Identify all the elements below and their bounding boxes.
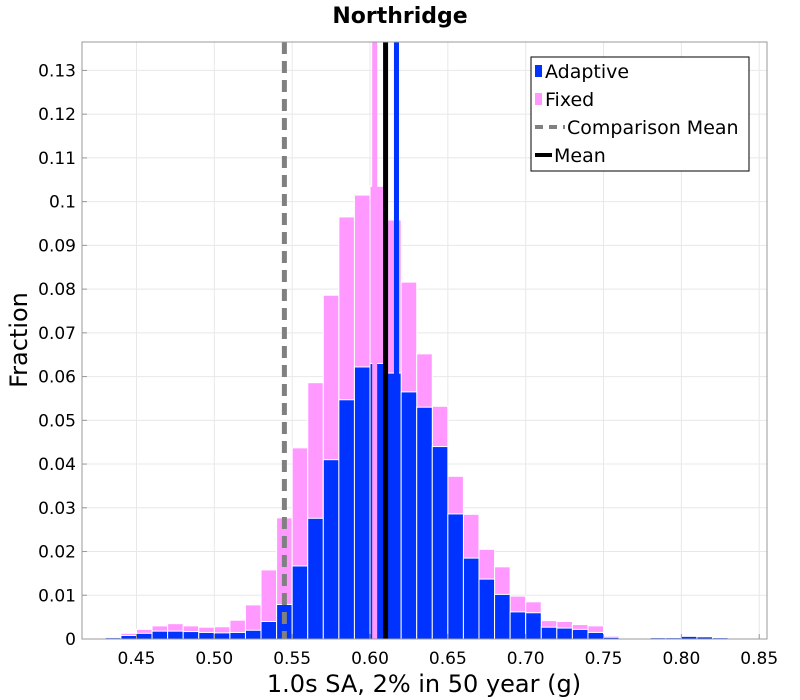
bar-adaptive-31 — [571, 628, 589, 640]
y-tick-label: 0.11 — [38, 149, 76, 169]
x-axis-label: 1.0s SA, 2% in 50 year (g) — [267, 670, 581, 698]
bar-adaptive-24 — [462, 557, 480, 640]
bar-adaptive-14 — [307, 517, 324, 640]
legend-swatch-adaptive — [535, 65, 542, 77]
legend-label-comparison-mean: Comparison Mean — [567, 117, 739, 139]
y-tick-label: 0.02 — [38, 543, 76, 563]
x-axis-ticks: 0.45 0.50 0.55 0.60 0.65 0.70 0.75 0.80 0.85 — [118, 634, 778, 669]
bar-adaptive-21 — [416, 406, 433, 640]
y-tick-label: 0.08 — [38, 280, 76, 300]
bar-adaptive-15 — [322, 459, 340, 640]
y-axis-ticks: 0 0.01 0.02 0.03 0.04 0.05 0.06 0.07 0.08 0.09 0.1… — [38, 61, 87, 650]
legend-label-adaptive: Adaptive — [545, 61, 629, 83]
x-tick-label: 0.85 — [740, 649, 778, 669]
y-axis-label: Fraction — [5, 292, 33, 388]
bar-adaptive-4 — [151, 630, 169, 640]
y-tick-label: 0.05 — [38, 411, 76, 431]
bar-adaptive-2 — [120, 635, 137, 640]
bar-adaptive-25 — [478, 578, 496, 640]
y-tick-label: 0.13 — [38, 61, 76, 81]
bar-adaptive-5 — [167, 630, 184, 640]
bar-adaptive-26 — [494, 593, 511, 640]
y-tick-label: 0.1 — [49, 193, 76, 213]
bar-adaptive-16 — [338, 399, 355, 640]
x-tick-label: 0.50 — [195, 649, 233, 669]
y-tick-label: 0.07 — [38, 324, 76, 344]
bar-adaptive-6 — [182, 631, 200, 640]
legend-label-mean: Mean — [554, 145, 606, 167]
y-tick-label: 0.01 — [38, 586, 76, 606]
y-tick-label: 0.06 — [38, 368, 76, 388]
bar-adaptive-3 — [135, 632, 153, 640]
x-tick-label: 0.75 — [585, 649, 623, 669]
x-tick-label: 0.65 — [429, 649, 467, 669]
y-tick-label: 0.09 — [38, 236, 76, 256]
y-tick-label: 0 — [65, 630, 76, 650]
bar-adaptive-28 — [525, 612, 542, 640]
bar-adaptive-29 — [540, 626, 558, 640]
legend-label-fixed: Fixed — [545, 89, 594, 111]
bar-adaptive-27 — [509, 611, 527, 640]
bar-adaptive-7 — [198, 631, 215, 640]
bar-adaptive-8 — [213, 632, 231, 640]
x-tick-label: 0.60 — [351, 649, 389, 669]
bar-adaptive-9 — [229, 631, 246, 640]
bar-adaptive-10 — [244, 629, 262, 640]
x-tick-label: 0.80 — [662, 649, 700, 669]
bar-adaptive-30 — [556, 627, 573, 640]
chart-title: Northridge — [332, 4, 467, 29]
x-tick-label: 0.45 — [118, 649, 156, 669]
y-tick-label: 0.03 — [38, 499, 76, 519]
bar-adaptive-20 — [400, 391, 418, 640]
bar-adaptive-32 — [587, 631, 605, 640]
bar-adaptive-17 — [353, 366, 371, 640]
bar-adaptive-23 — [447, 513, 464, 640]
bar-adaptive-13 — [291, 565, 309, 640]
legend-swatch-fixed — [535, 93, 542, 105]
x-tick-label: 0.55 — [273, 649, 311, 669]
bar-adaptive-11 — [260, 621, 278, 640]
x-tick-label: 0.70 — [507, 649, 545, 669]
legend-box — [530, 56, 750, 172]
plot-frame — [81, 41, 768, 640]
y-tick-label: 0.04 — [38, 455, 76, 475]
y-tick-label: 0.12 — [38, 105, 76, 125]
legend: Adaptive Fixed Comparison Mean Mean — [530, 56, 750, 172]
histogram-bars — [89, 185, 760, 640]
bar-adaptive-22 — [431, 446, 449, 640]
vertical-reference-lines — [281, 42, 399, 639]
